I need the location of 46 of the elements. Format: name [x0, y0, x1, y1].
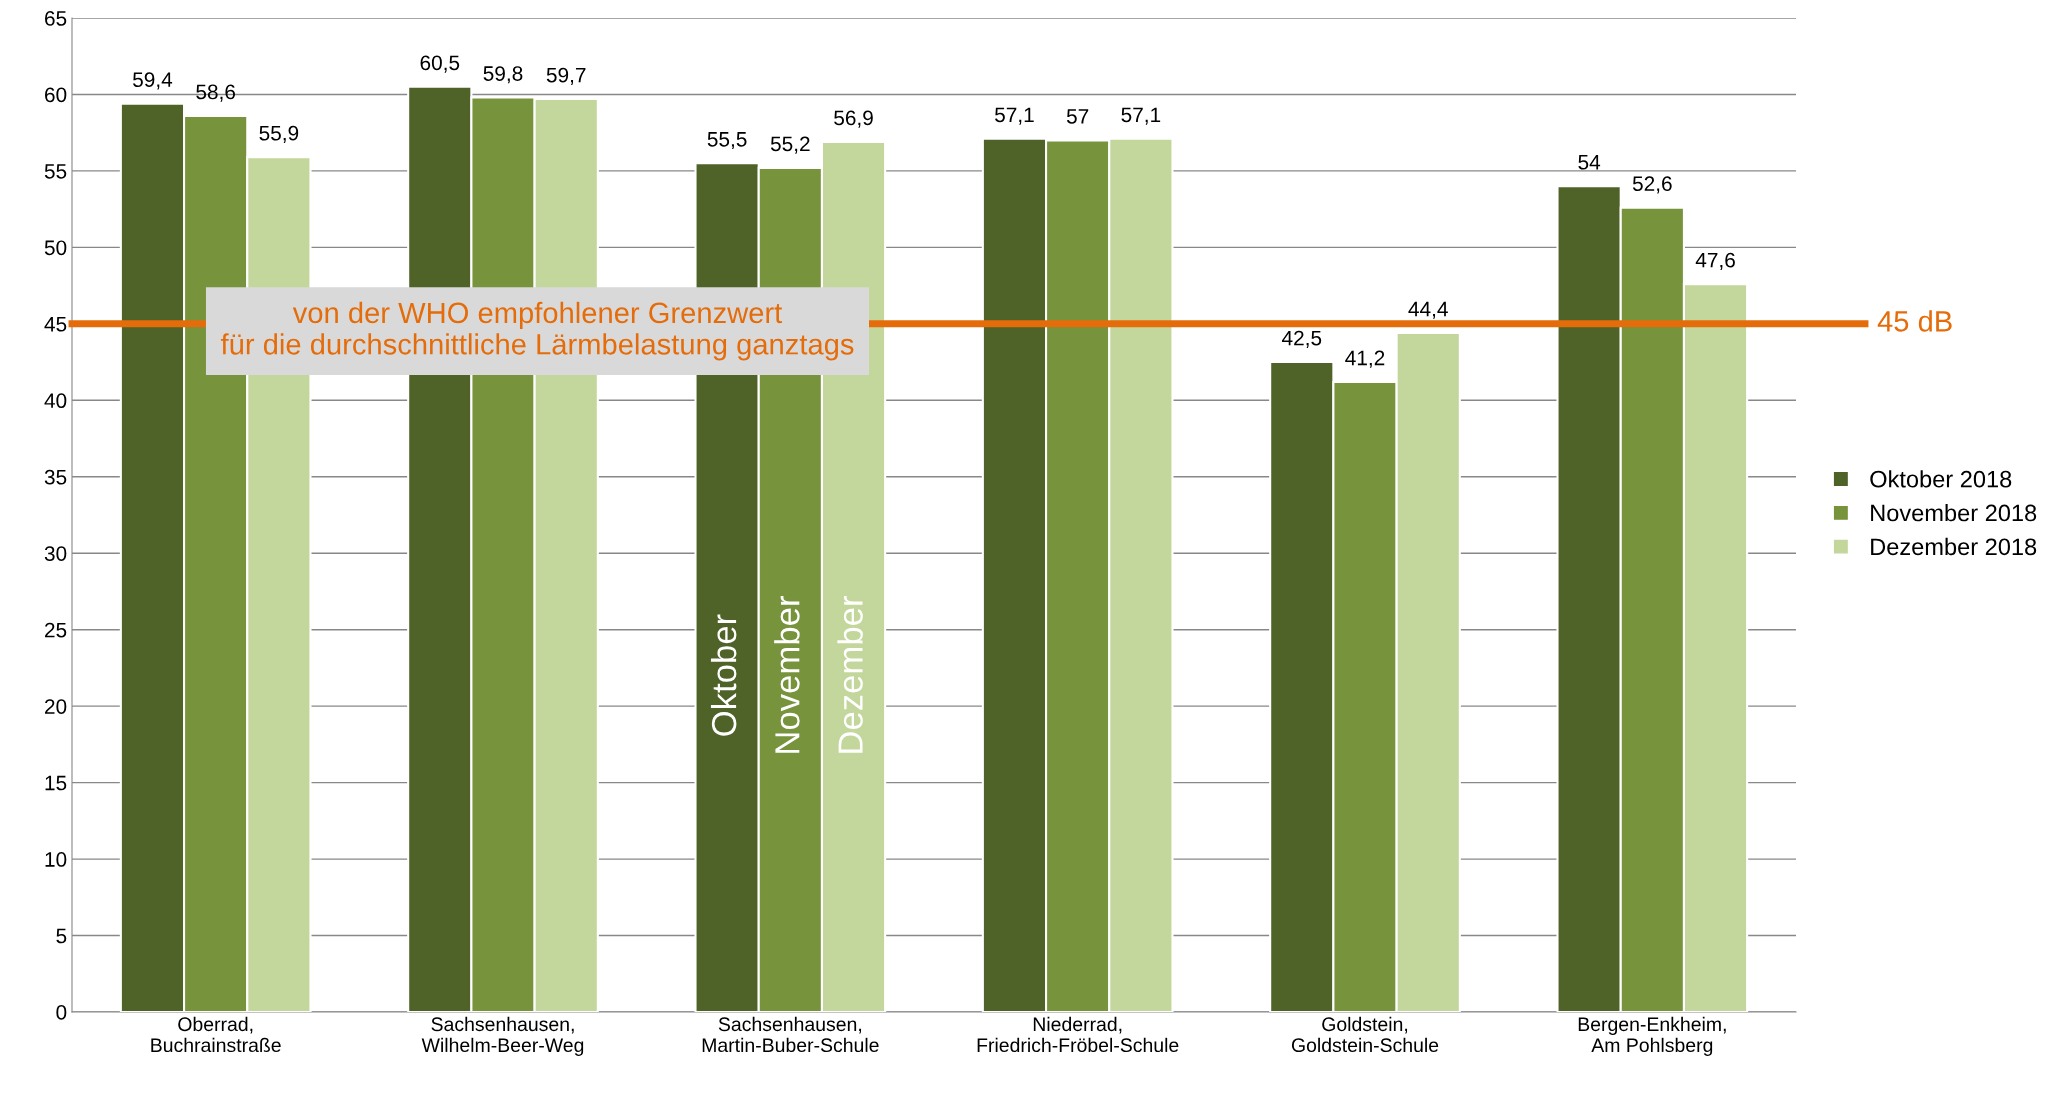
x-tick-label: Oberrad, Buchrainstraße: [151, 1016, 281, 1053]
y-tick-label: 50: [44, 240, 67, 256]
y-tick-label: 40: [44, 393, 67, 409]
y-tick-label: 0: [56, 1005, 67, 1020]
y-tick-label: 60: [45, 87, 67, 103]
data-label: 57,1: [1121, 107, 1161, 125]
y-tick-label: 30: [44, 546, 67, 561]
y-tick-label: 55: [44, 164, 67, 179]
y-tick-label: 25: [45, 622, 67, 638]
annotation: Oktober: [710, 614, 737, 736]
data-label: 55,5: [707, 132, 747, 150]
data-label: 41,2: [1345, 350, 1385, 368]
annotation: Dezember: [837, 596, 863, 753]
legend-label: Dezember 2018: [1871, 537, 2037, 556]
y-tick-label: 10: [45, 852, 67, 867]
data-label: 58,6: [196, 84, 236, 102]
x-tick-label: Niederrad, Friedrich-Fröbel-Schule: [977, 1016, 1179, 1053]
data-label: 54: [1578, 155, 1601, 170]
data-label: 55,9: [259, 125, 299, 143]
y-tick-label: 45: [44, 317, 67, 332]
data-label: 55,2: [770, 136, 810, 154]
data-label: 47,6: [1695, 252, 1735, 270]
data-label: 59,8: [483, 66, 523, 84]
y-tick-label: 20: [45, 699, 67, 714]
x-tick-label: Sachsenhausen, Wilhelm-Beer-Weg: [421, 1016, 584, 1056]
y-tick-label: 5: [56, 928, 67, 944]
data-label: 56,9: [834, 110, 873, 128]
y-tick-label: 15: [45, 775, 67, 791]
legend-label: Oktober 2018: [1870, 470, 2012, 488]
data-label: 44,4: [1408, 301, 1448, 319]
data-label: 60,5: [420, 55, 460, 73]
y-tick-label: 65: [45, 11, 67, 26]
x-tick-label: Goldstein, Goldstein-Schule: [1291, 1016, 1439, 1053]
data-label: 42,5: [1281, 330, 1322, 348]
data-label: 57,1: [995, 107, 1034, 125]
data-label: 59,4: [133, 72, 173, 90]
x-tick-label: Bergen-Enkheim, Am Pohlsberg: [1578, 1016, 1726, 1056]
y-tick-label: 35: [44, 469, 67, 485]
ref-line-label: 45 dB: [1877, 310, 1952, 332]
data-label: 52,6: [1632, 176, 1672, 194]
data-label: 57: [1066, 109, 1089, 124]
annotation: von der WHO empfohlener Grenzwert für die durchschnittliche Lärmbelastung ganztags: [220, 301, 854, 361]
legend-label: November 2018: [1871, 503, 2037, 522]
annotation: November: [774, 596, 800, 753]
x-tick-label: Sachsenhausen, Martin-Buber-Schule: [702, 1016, 879, 1053]
data-label: 59,7: [546, 67, 586, 85]
